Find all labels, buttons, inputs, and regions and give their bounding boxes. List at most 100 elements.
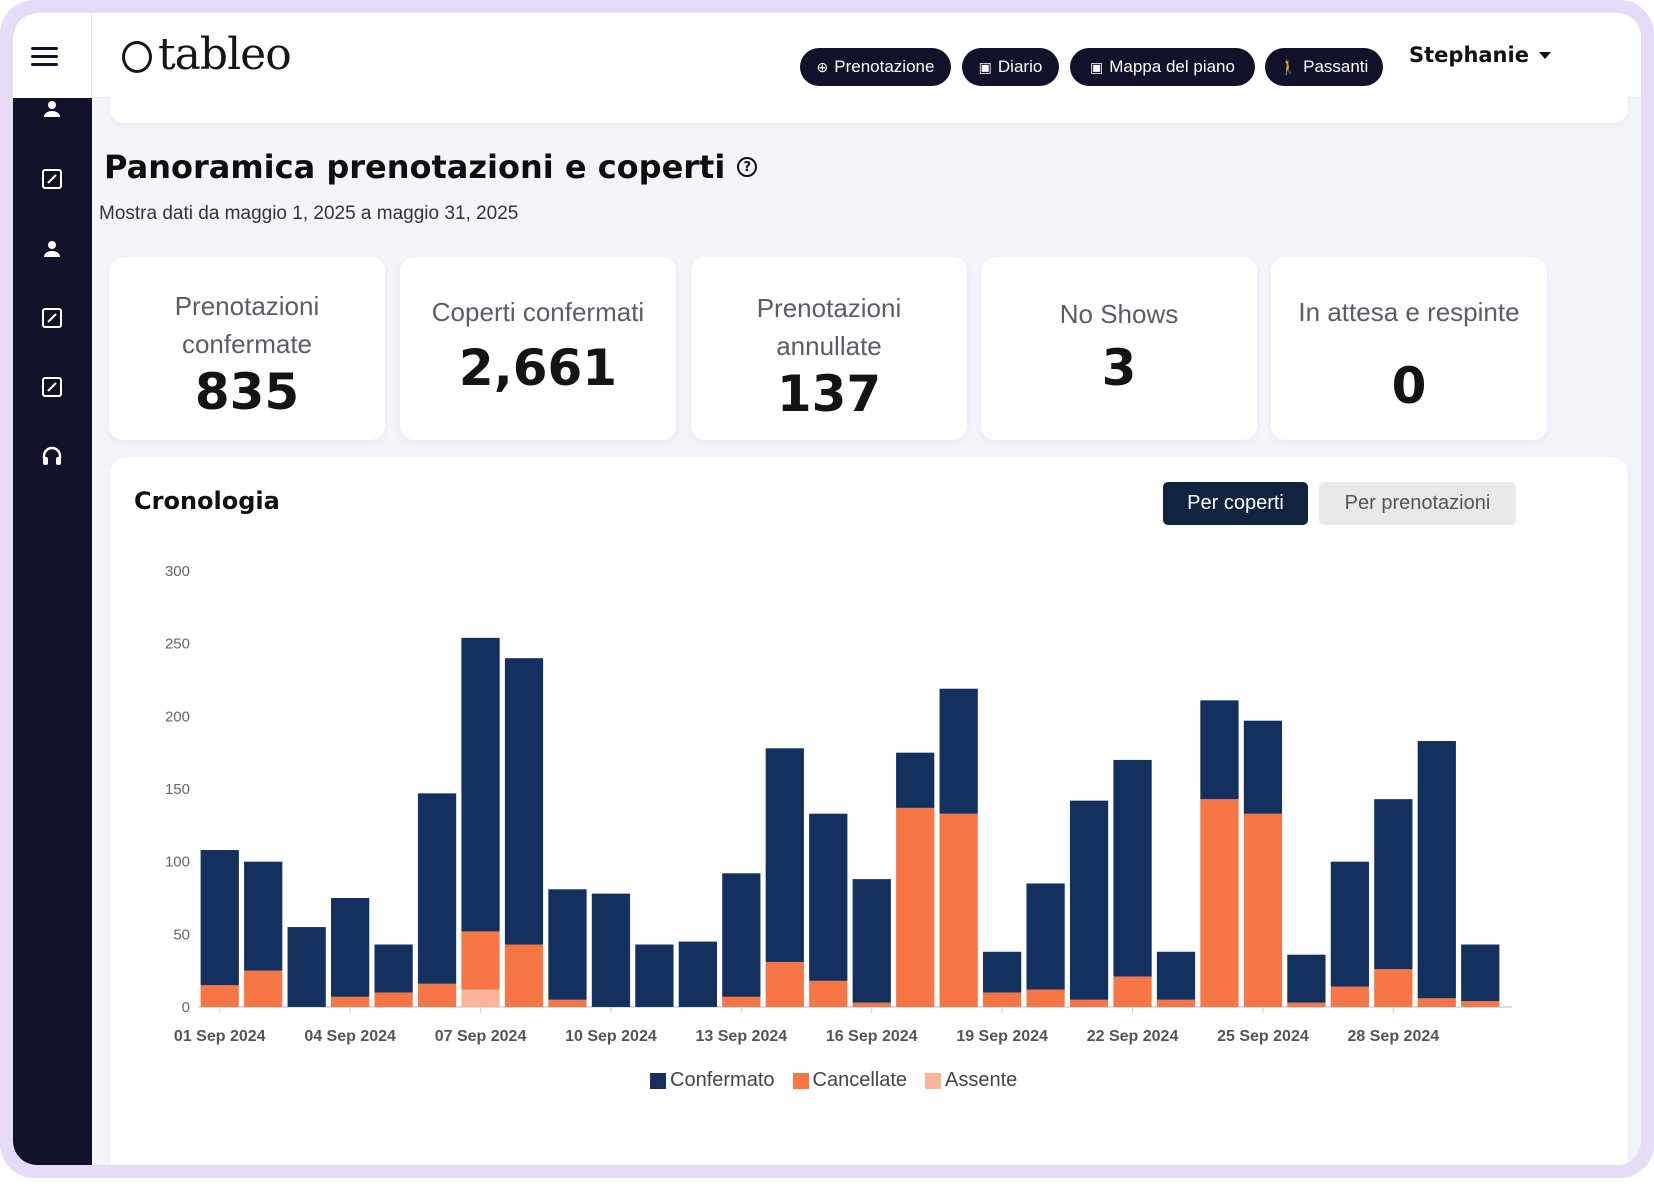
card-label: In attesa e respinte — [1298, 297, 1520, 327]
timeline-chart: 0 50 100 150 200 250 300 01 Sep 2024 04 Sep 2024… — [165, 563, 1512, 1045]
sidebar-item-edit-icon[interactable] — [40, 167, 64, 191]
bar-confermato[interactable] — [1330, 861, 1369, 987]
bar-confermato[interactable] — [1461, 944, 1500, 1002]
bar-confermato[interactable] — [1200, 700, 1239, 800]
sidebar — [13, 13, 92, 1165]
bar-confermato[interactable] — [591, 893, 631, 1007]
y-tick-label: 200 — [165, 708, 190, 725]
per-coperti-toggle[interactable]: Per coperti — [1163, 482, 1308, 525]
bar-cancellate[interactable] — [200, 985, 239, 1007]
bar-cancellate[interactable] — [765, 961, 804, 1007]
user-name: Stephanie — [1409, 43, 1529, 67]
bar-confermato[interactable] — [200, 850, 239, 986]
prenotazione-button[interactable]: ⊕ Prenotazione — [800, 48, 951, 86]
bar-cancellate[interactable] — [1417, 998, 1456, 1007]
user-menu[interactable]: Stephanie — [1409, 43, 1551, 67]
page-subtitle: Mostra dati da maggio 1, 2025 a maggio 3… — [99, 203, 519, 224]
bar-cancellate[interactable] — [1243, 813, 1283, 1007]
bar-confermato[interactable] — [504, 658, 544, 945]
bar-confermato[interactable] — [1374, 799, 1413, 970]
bar-cancellate[interactable] — [244, 970, 283, 1007]
bar-confermato[interactable] — [983, 951, 1022, 993]
bar-cancellate[interactable] — [896, 807, 935, 1007]
y-tick-label: 100 — [165, 854, 190, 871]
bar-confermato[interactable] — [939, 688, 978, 814]
bar-confermato[interactable] — [765, 748, 804, 962]
legend-item-confermato[interactable]: Confermato — [650, 1069, 775, 1092]
sidebar-item-edit-icon-3[interactable] — [40, 375, 64, 399]
bar-assente[interactable] — [461, 989, 500, 1007]
bar-cancellate[interactable] — [548, 999, 587, 1007]
bar-cancellate[interactable] — [1200, 799, 1239, 1007]
bar-cancellate[interactable] — [331, 996, 370, 1007]
menu-icon[interactable] — [31, 47, 59, 67]
sidebar-item-user-icon[interactable] — [40, 97, 64, 121]
legend-item-cancellate[interactable]: Cancellate — [792, 1069, 907, 1092]
bar-confermato[interactable] — [548, 889, 587, 1000]
bar-cancellate[interactable] — [417, 983, 457, 1007]
y-tick-label: 150 — [165, 781, 190, 798]
card-label: Coperti confermati — [431, 297, 645, 327]
bar-confermato[interactable] — [722, 873, 761, 997]
bar-confermato[interactable] — [852, 879, 891, 1003]
bar-confermato[interactable] — [1069, 800, 1109, 1000]
per-prenotazioni-toggle[interactable]: Per prenotazioni — [1319, 482, 1516, 525]
bar-cancellate[interactable] — [1374, 969, 1413, 1007]
bar-cancellate[interactable] — [1287, 1002, 1326, 1007]
logo-mark — [122, 41, 152, 73]
chevron-down-icon — [1538, 51, 1551, 59]
bar-cancellate[interactable] — [1069, 999, 1109, 1007]
bar-cancellate[interactable] — [1113, 976, 1152, 1007]
card-no-shows: No Shows 3 — [981, 257, 1257, 440]
bar-confermato[interactable] — [1156, 951, 1196, 1000]
calendar-icon: ▣ — [978, 58, 992, 75]
bar-confermato[interactable] — [244, 861, 283, 971]
bar-confermato[interactable] — [417, 793, 457, 984]
bar-confermato[interactable] — [678, 941, 717, 1007]
bar-cancellate[interactable] — [809, 980, 848, 1007]
bar-confermato[interactable] — [1026, 883, 1065, 990]
legend-swatch — [650, 1072, 666, 1089]
bar-cancellate[interactable] — [939, 813, 978, 1007]
bar-cancellate[interactable] — [1461, 1001, 1500, 1007]
card-label: Prenotazioni annullate — [756, 293, 902, 361]
mappa-del-piano-button[interactable]: ▣ Mappa del piano — [1070, 48, 1255, 86]
bar-cancellate[interactable] — [983, 992, 1022, 1007]
sidebar-header — [13, 13, 92, 98]
bar-cancellate[interactable] — [374, 992, 413, 1007]
x-tick-label: 01 Sep 2024 — [174, 1028, 266, 1045]
legend-item-assente[interactable]: Assente — [925, 1069, 1017, 1092]
bar-confermato[interactable] — [1287, 954, 1326, 1003]
bar-confermato[interactable] — [809, 813, 848, 981]
x-tick-label: 19 Sep 2024 — [956, 1028, 1048, 1045]
diario-button[interactable]: ▣ Diario — [962, 48, 1059, 86]
bar-cancellate[interactable] — [852, 1002, 891, 1007]
bar-confermato[interactable] — [331, 898, 370, 997]
bar-confermato[interactable] — [287, 927, 326, 1007]
bar-confermato[interactable] — [896, 752, 935, 808]
bar-cancellate[interactable] — [1026, 989, 1065, 1007]
sidebar-item-edit-icon-2[interactable] — [40, 306, 64, 330]
chart-legend: Confermato Cancellate Assente — [650, 1069, 1017, 1092]
bar-confermato[interactable] — [1113, 759, 1152, 977]
bar-cancellate[interactable] — [461, 931, 500, 990]
bar-confermato[interactable] — [635, 944, 674, 1007]
bar-cancellate[interactable] — [722, 996, 761, 1007]
bar-cancellate[interactable] — [504, 944, 544, 1007]
passanti-button[interactable]: 🚶 Passanti — [1265, 48, 1383, 86]
bar-confermato[interactable] — [1243, 720, 1283, 814]
card-in-attesa-e-respinte: In attesa e respinte 0 — [1271, 257, 1547, 440]
y-tick-label: 0 — [182, 999, 190, 1016]
sidebar-item-user-icon-2[interactable] — [40, 237, 64, 261]
bar-confermato[interactable] — [1417, 741, 1456, 999]
card-coperti-confermati: Coperti confermati 2,661 — [400, 257, 676, 440]
sidebar-item-headset-icon[interactable] — [40, 444, 64, 468]
mappa-label: Mappa del piano — [1109, 57, 1235, 76]
bar-cancellate[interactable] — [1330, 986, 1369, 1007]
bar-cancellate[interactable] — [1156, 999, 1196, 1007]
bar-confermato[interactable] — [374, 944, 413, 993]
bar-confermato[interactable] — [461, 637, 500, 932]
card-prenotazioni-annullate: Prenotazioni annullate 137 — [691, 257, 967, 440]
help-icon[interactable]: ? — [737, 157, 758, 177]
tableo-logo[interactable]: tableo — [122, 29, 292, 80]
